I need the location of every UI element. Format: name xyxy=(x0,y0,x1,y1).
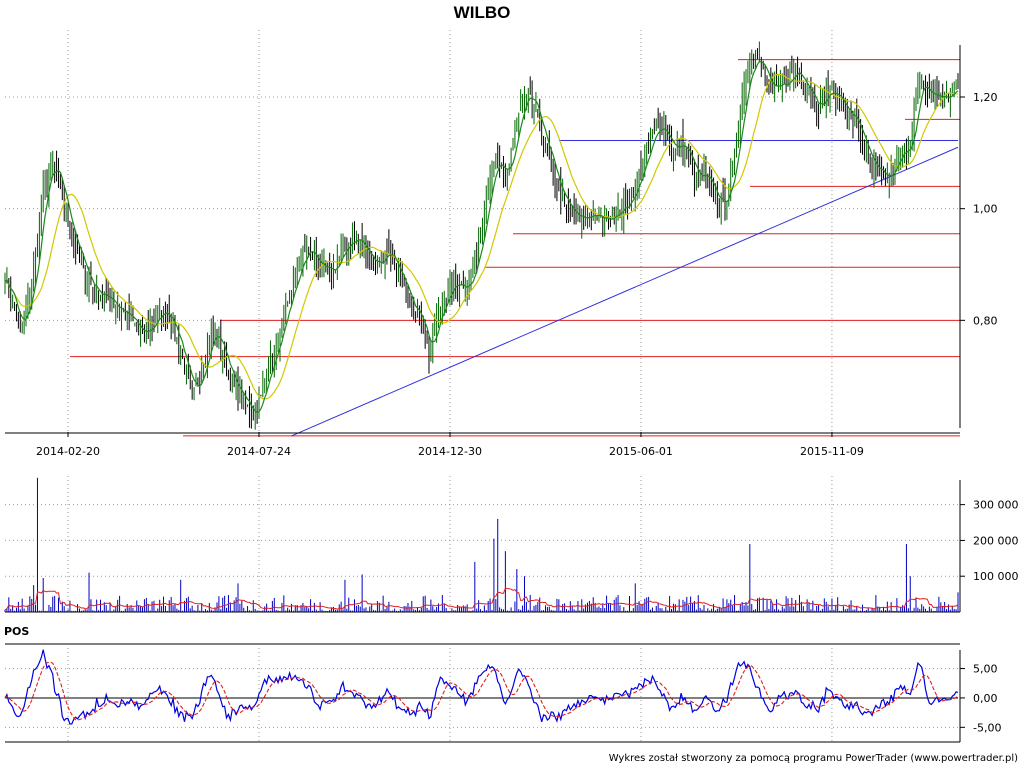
date-axis: 2014-02-20 2014-07-24 2014-12-30 2015-06-01… xyxy=(5,432,960,458)
date-tick-label: 2014-02-20 xyxy=(36,445,100,458)
volume-axis: 300 000 200 000 100 000 xyxy=(5,480,1019,613)
price-tick-label: 1,20 xyxy=(973,91,998,104)
date-tick-label: 2015-06-01 xyxy=(609,445,673,458)
pos-axis: 5,00 0,00 -5,00 xyxy=(5,643,1001,743)
pos-panel-label: POS xyxy=(4,625,29,638)
volume-moving-average xyxy=(4,587,959,611)
volume-grid xyxy=(5,476,958,612)
price-bars xyxy=(4,41,959,430)
pos-tick-label: 5,00 xyxy=(973,663,998,676)
trendline xyxy=(291,146,959,437)
pos-tick-label: 0,00 xyxy=(973,692,998,705)
price-axis: 1,20 1,00 0,80 xyxy=(959,45,998,428)
trendlines xyxy=(291,140,959,437)
price-tick-label: 0,80 xyxy=(973,314,998,327)
volume-ma-line xyxy=(4,587,959,611)
pos-grid xyxy=(5,648,958,742)
volume-panel: 300 000 200 000 100 000 xyxy=(4,476,1019,613)
date-tick-label: 2014-07-24 xyxy=(227,445,291,458)
volume-bars xyxy=(4,477,959,612)
ma-short-line xyxy=(4,60,959,414)
pos-tick-label: -5,00 xyxy=(973,721,1001,734)
chart-title: WILBO xyxy=(454,3,511,22)
date-tick-label: 2014-12-30 xyxy=(418,445,482,458)
price-tick-label: 1,00 xyxy=(973,203,998,216)
moving-averages xyxy=(4,60,959,414)
pos-panel: POS 5,00 0,00 -5,00 xyxy=(4,625,1001,743)
ma-long-line xyxy=(4,73,958,400)
pos-lines xyxy=(4,649,959,725)
pos-signal-line xyxy=(4,661,959,721)
volume-tick-label: 200 000 xyxy=(973,534,1019,547)
support-resistance-lines xyxy=(70,59,960,437)
price-panel: 1,20 1,00 0,80 2014-02-20 2014-07-24 2014-12… xyxy=(4,30,998,458)
footer-credit: Wykres został stworzony za pomocą progra… xyxy=(609,753,1018,764)
volume-tick-label: 100 000 xyxy=(973,570,1019,583)
date-tick-label: 2015-11-09 xyxy=(800,445,864,458)
volume-tick-label: 300 000 xyxy=(973,499,1019,512)
